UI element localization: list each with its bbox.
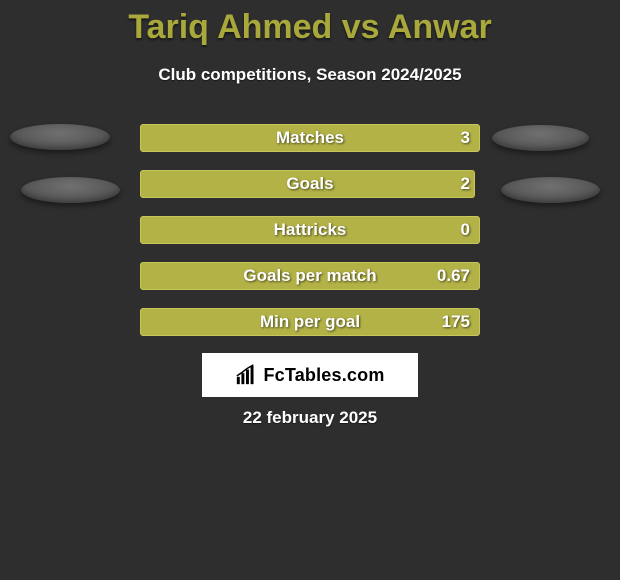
stat-row: Hattricks0 [0, 207, 620, 253]
bar-chart-icon [235, 364, 257, 386]
page-subtitle: Club competitions, Season 2024/2025 [0, 65, 620, 85]
stat-bar [140, 262, 480, 290]
page-title: Tariq Ahmed vs Anwar [0, 0, 620, 47]
stat-bar [140, 216, 480, 244]
decorative-ellipse [492, 125, 589, 151]
stat-bar [140, 308, 480, 336]
stat-bar [140, 124, 480, 152]
stat-row: Goals per match0.67 [0, 253, 620, 299]
stat-bar [140, 170, 475, 198]
footer-date: 22 february 2025 [0, 408, 620, 428]
brand-name: FcTables.com [263, 365, 384, 386]
brand-box: FcTables.com [202, 353, 418, 397]
decorative-ellipse [21, 177, 120, 203]
decorative-ellipse [501, 177, 600, 203]
decorative-ellipse [10, 124, 110, 150]
stat-row: Min per goal175 [0, 299, 620, 345]
